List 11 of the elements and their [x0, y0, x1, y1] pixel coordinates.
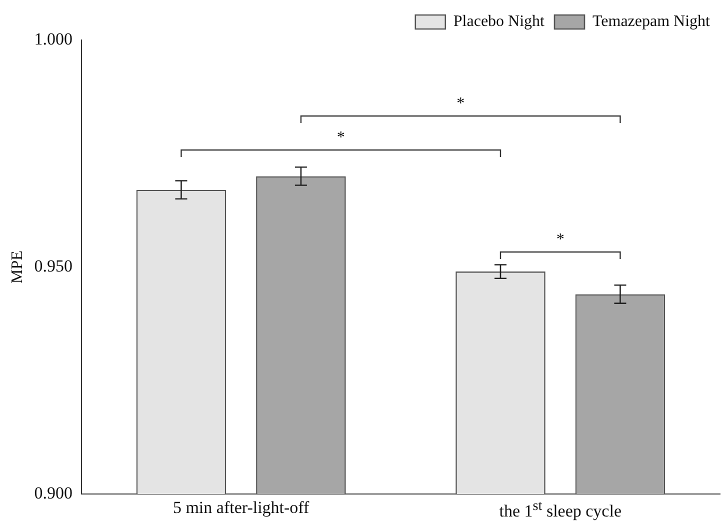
x-tick-label: the 1$^{st}$ sleep cycle: [499, 498, 622, 522]
legend-label: Placebo Night: [453, 13, 546, 30]
annotation: *: [456, 95, 465, 112]
y-tick-label: 1.000: [34, 29, 72, 48]
legend-label: Temazepam Night: [592, 13, 711, 30]
y-tick-label: 0.950: [34, 256, 72, 276]
annotation: *: [336, 129, 345, 146]
x-tick-label: 5 min after-light-off: [172, 498, 310, 518]
y-axis-title: MPE: [8, 250, 26, 284]
y-tick-label: 0.900: [34, 483, 72, 502]
annotation: *: [556, 231, 564, 248]
